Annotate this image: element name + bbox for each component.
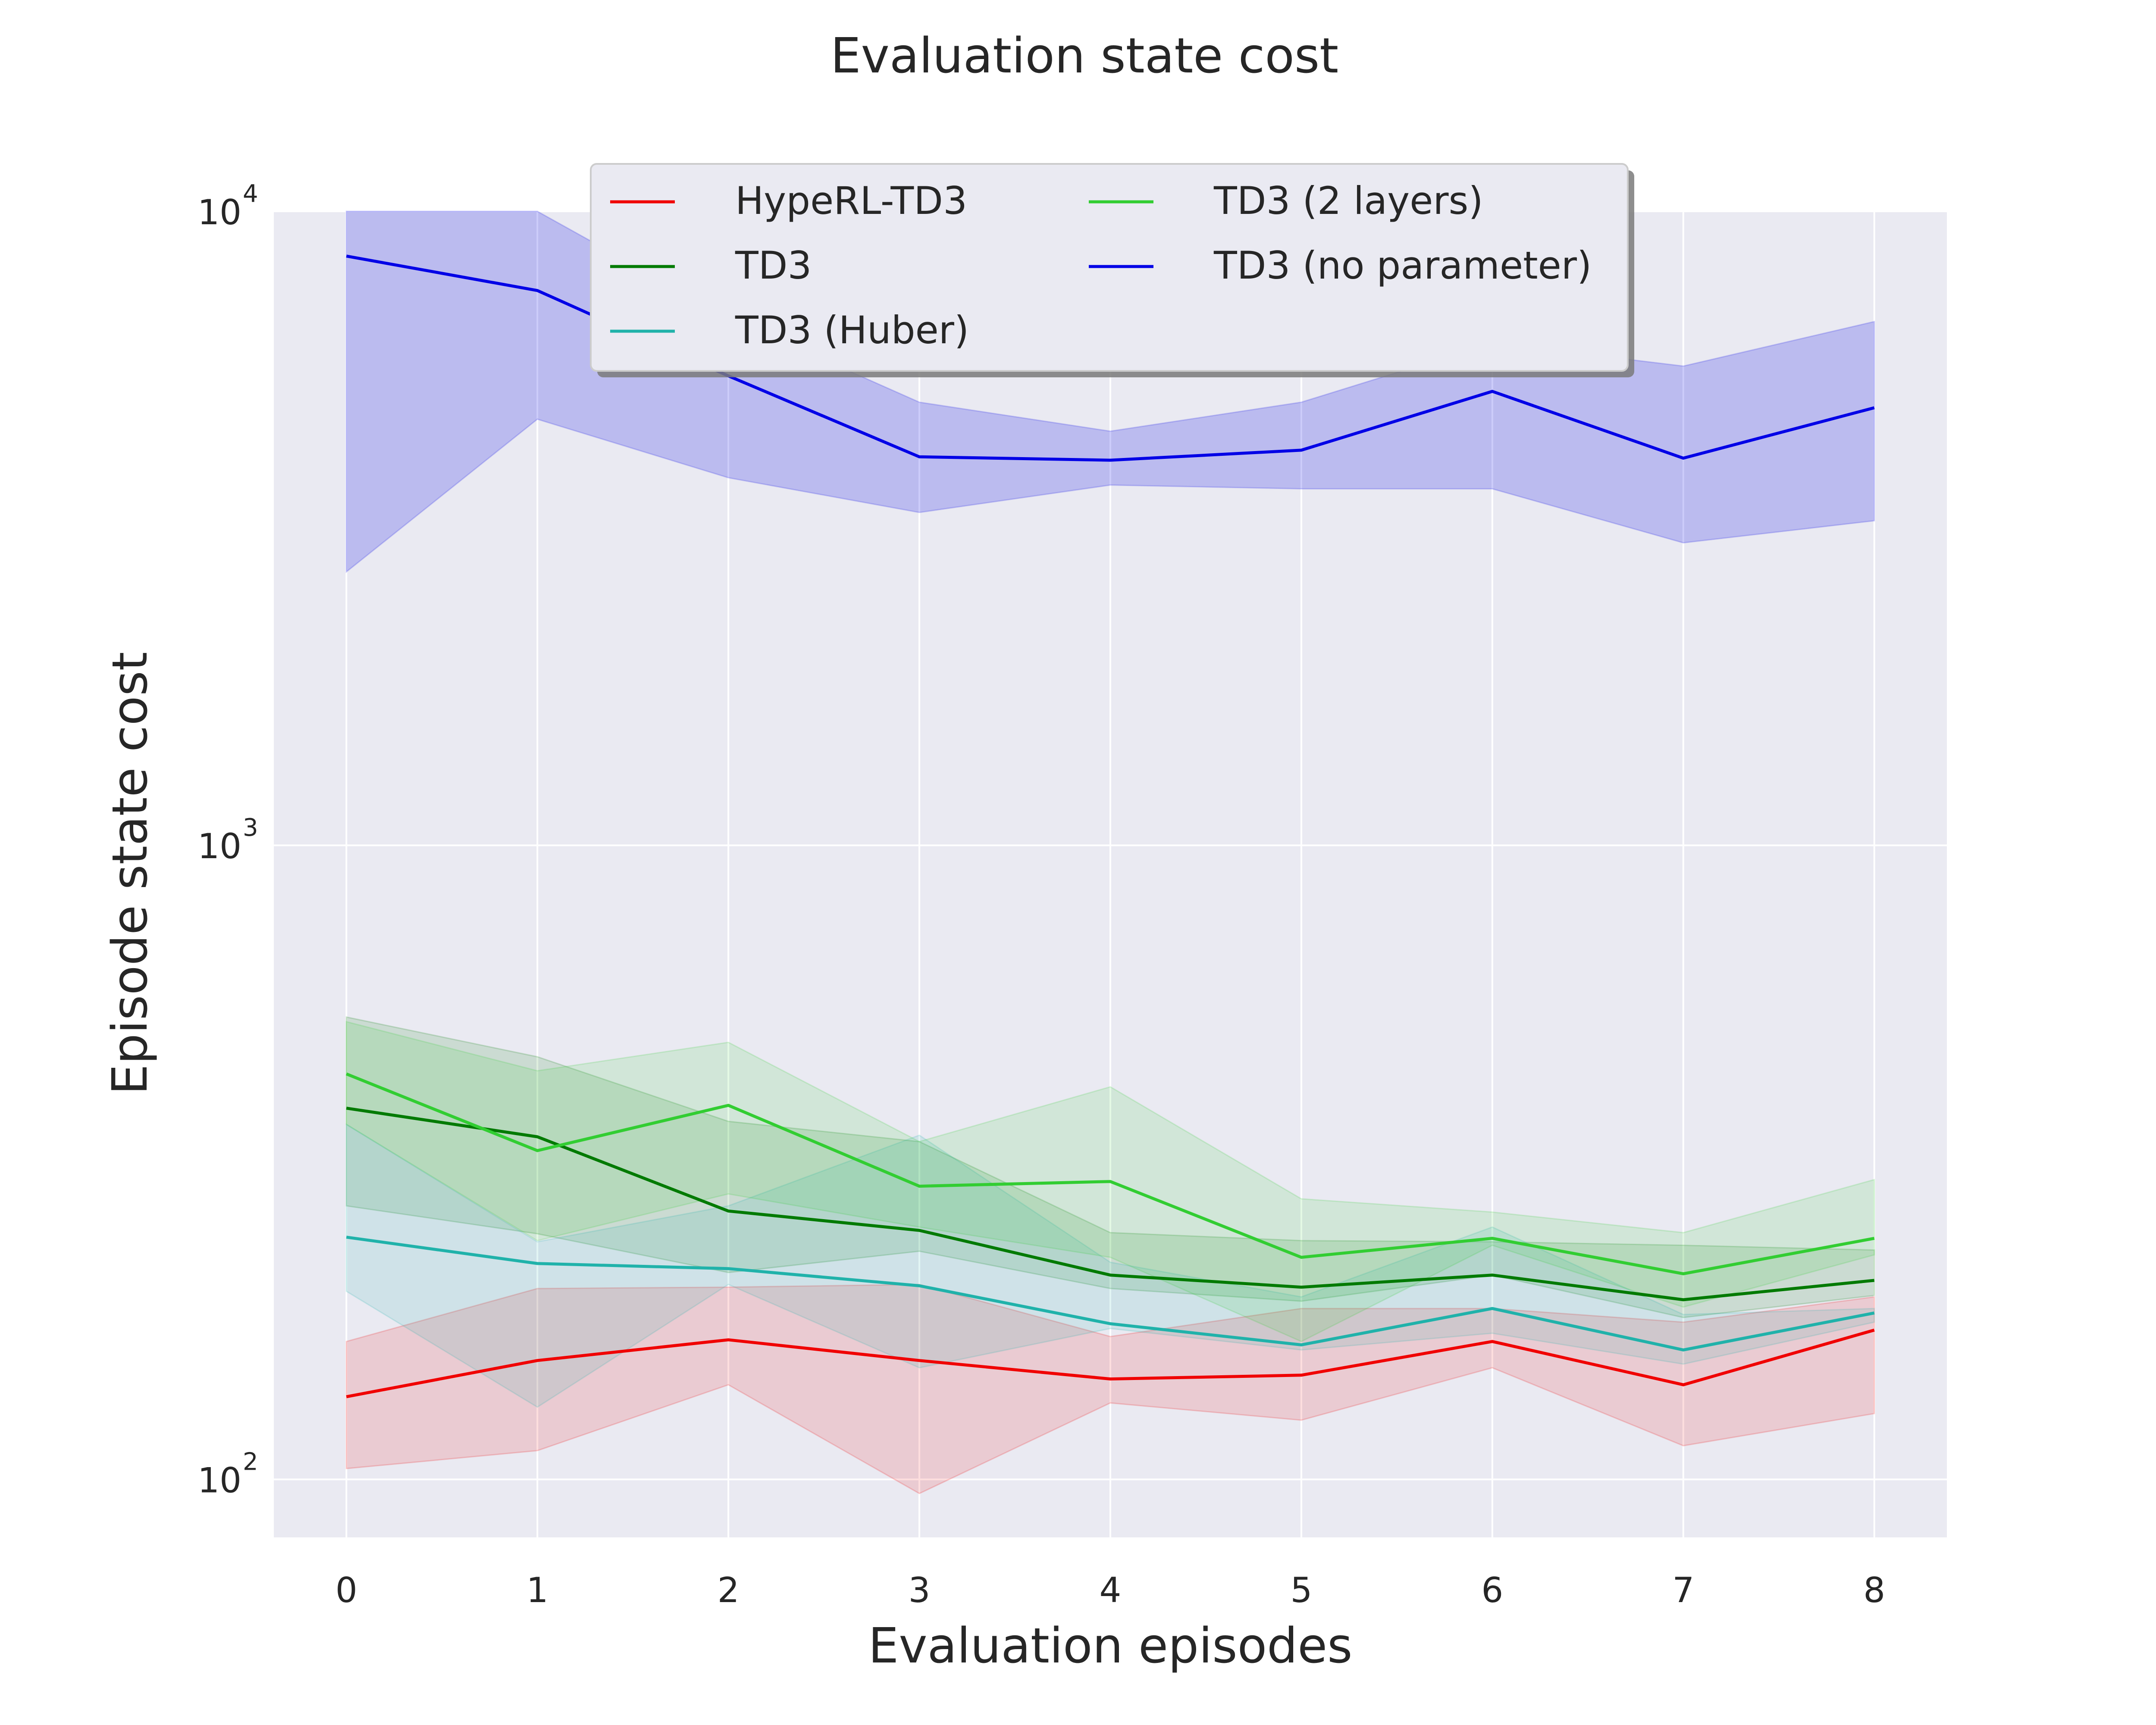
line-hyperl-td3: [346, 1328, 1875, 1399]
y-tick-label: 10: [197, 826, 241, 866]
y-tick-label: 10: [197, 192, 241, 232]
line-td3-huber: [346, 1236, 1875, 1352]
y-tick-label: 10: [197, 1460, 241, 1500]
band-td3: [345, 1016, 1875, 1318]
x-tick-label: 3: [909, 1570, 931, 1610]
grid-lines: [274, 210, 1947, 1537]
x-tick-label: 2: [718, 1570, 740, 1610]
y-tick-exponent: 2: [243, 1448, 258, 1476]
y-axis-label: Episode state cost: [102, 652, 158, 1095]
line-td3-2-layers: [345, 1073, 1875, 1276]
band-td3-huber: [345, 1123, 1875, 1408]
line-td3: [346, 1107, 1875, 1302]
x-tick-label: 7: [1672, 1570, 1694, 1610]
legend-label: TD3 (2 layers): [1213, 179, 1483, 223]
legend-label: HypeRL-TD3: [735, 179, 967, 223]
legend-label: TD3: [735, 243, 812, 288]
x-tick-labels: 0 1 2 3 4 5 6 7 8: [335, 1570, 1885, 1610]
legend: HypeRL-TD3 TD3 TD3 (Huber) TD3 (2 layers) TD…: [590, 163, 1634, 377]
y-tick-exponent: 4: [243, 180, 258, 208]
x-tick-label: 6: [1481, 1570, 1503, 1610]
legend-label: TD3 (Huber): [735, 308, 969, 352]
x-tick-label: 5: [1290, 1570, 1312, 1610]
legend-items: HypeRL-TD3 TD3 TD3 (Huber) TD3 (2 layers) TD…: [610, 179, 1592, 352]
legend-label: TD3 (no parameter): [1213, 243, 1592, 288]
x-tick-label: 1: [526, 1570, 548, 1610]
x-tick-label: 8: [1863, 1570, 1885, 1610]
chart-title: Evaluation state cost: [830, 28, 1338, 84]
x-axis-label: Evaluation episodes: [868, 1618, 1353, 1674]
x-tick-label: 0: [335, 1570, 357, 1610]
band-td3-no-parameter: [345, 210, 1875, 574]
x-tick-label: 4: [1100, 1570, 1122, 1610]
y-tick-exponent: 3: [243, 814, 258, 842]
